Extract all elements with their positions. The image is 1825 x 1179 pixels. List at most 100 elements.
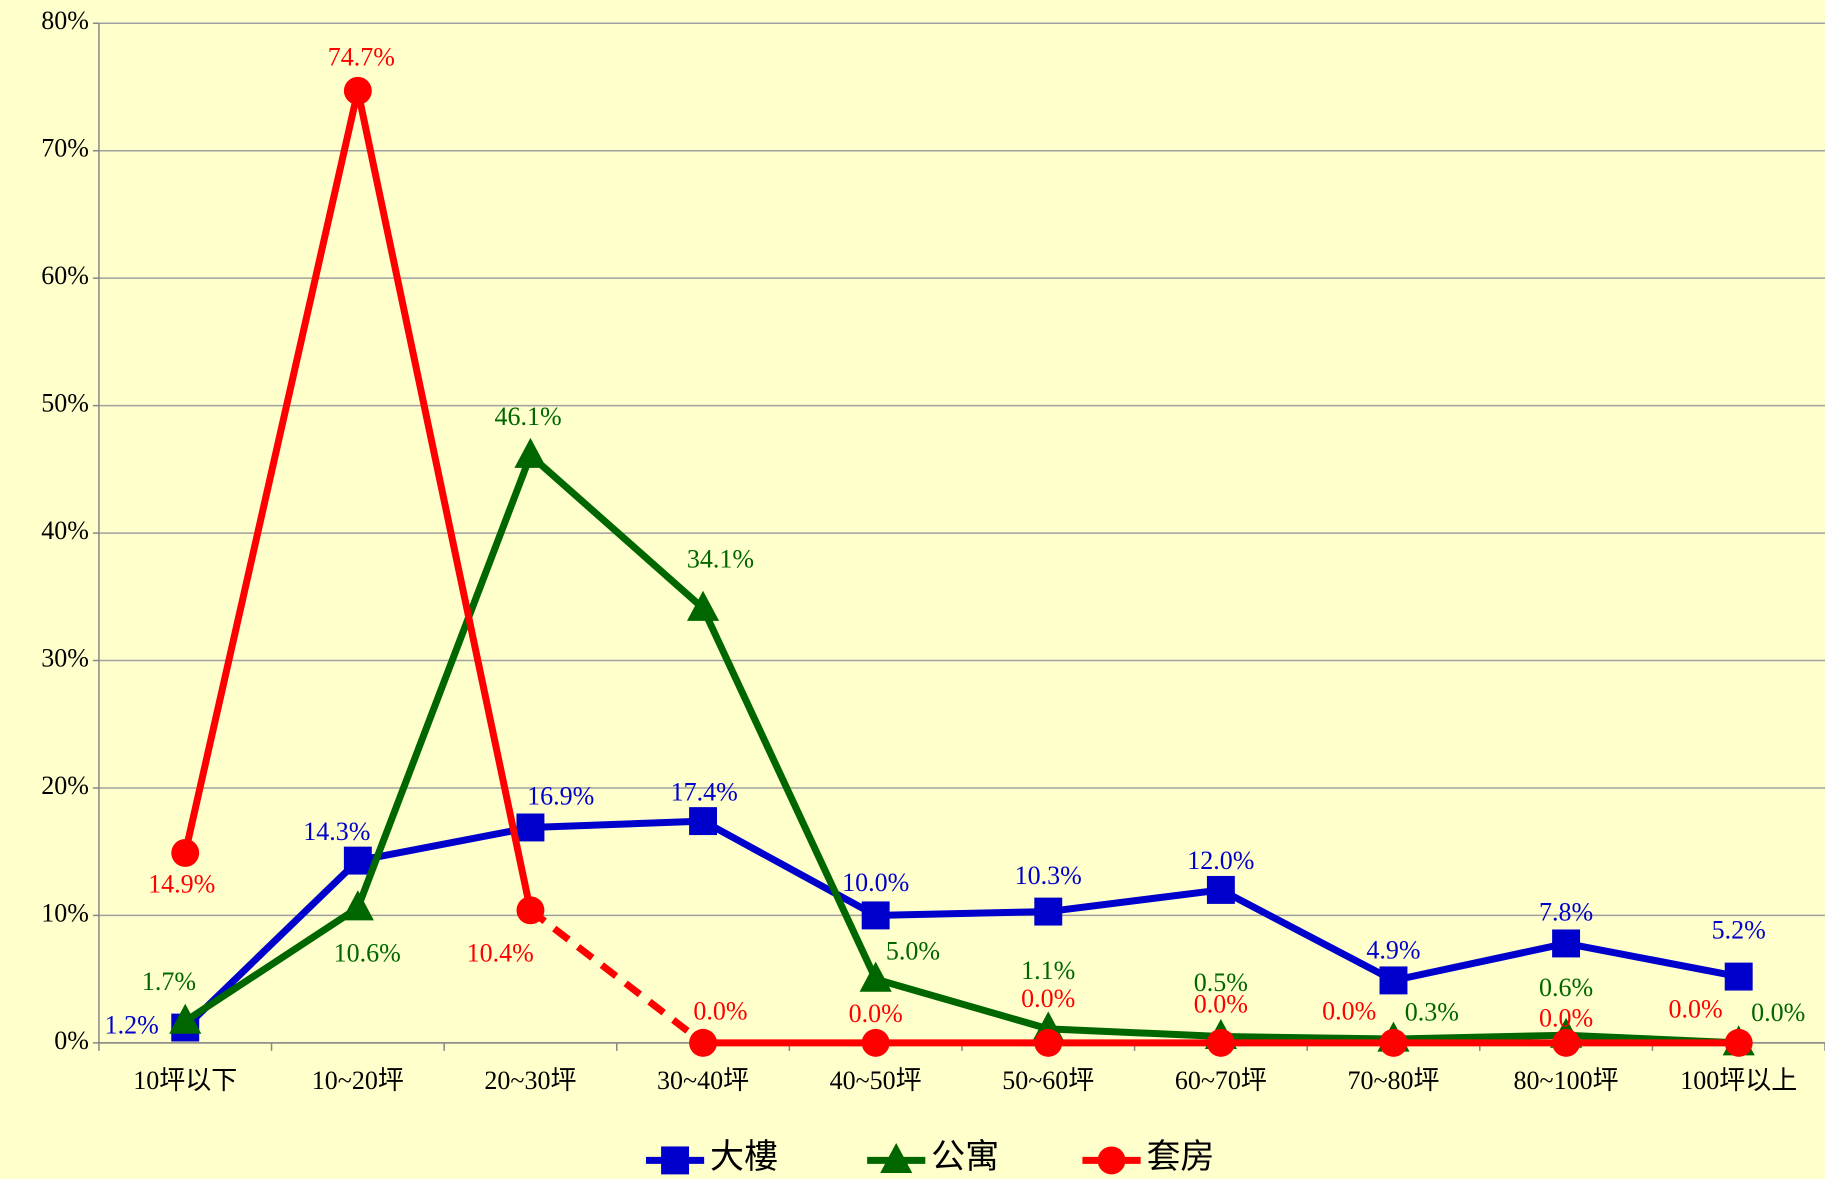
marker (689, 807, 718, 836)
line-segment (872, 975, 1052, 1033)
data-label: 17.4% (671, 777, 738, 806)
data-label: 10.4% (467, 939, 534, 968)
data-label: 0.0% (1751, 998, 1805, 1027)
marker (516, 896, 545, 925)
marker (516, 813, 545, 842)
data-label: 10.0% (842, 868, 909, 897)
data-label: 5.2% (1712, 915, 1766, 944)
data-label: 0.0% (693, 997, 747, 1026)
marker (1206, 875, 1235, 904)
line-segment (699, 817, 880, 919)
data-label: 0.6% (1539, 973, 1593, 1002)
marker (1552, 929, 1581, 958)
marker (1097, 1146, 1126, 1175)
line-segment (1044, 886, 1225, 916)
legend-label: 公寓 (931, 1138, 999, 1176)
data-label: 14.3% (303, 817, 370, 846)
data-label: 34.1% (687, 545, 754, 574)
line-segment (354, 87, 534, 914)
marker (343, 76, 372, 105)
data-label: 0.0% (849, 999, 903, 1028)
marker (1724, 1028, 1753, 1057)
data-label: 0.0% (1021, 984, 1075, 1013)
data-label: 4.9% (1366, 935, 1420, 964)
marker (1724, 962, 1753, 991)
marker (861, 1028, 890, 1057)
y-tick-label: 70% (41, 134, 89, 163)
data-label: 10.3% (1015, 861, 1082, 890)
x-tick-label: 100坪以上 (1680, 1066, 1797, 1095)
legend-label: 大樓 (710, 1138, 778, 1176)
data-label: 5.0% (886, 936, 940, 965)
line-segment (526, 451, 707, 612)
marker (861, 901, 890, 930)
marker (1206, 1028, 1235, 1057)
y-tick-label: 60% (41, 261, 89, 290)
marker (880, 1142, 913, 1173)
marker (1379, 966, 1408, 995)
marker (1379, 1028, 1408, 1057)
line-segment (1217, 886, 1397, 984)
line-segment (1389, 1031, 1570, 1043)
y-tick-label: 40% (41, 516, 89, 545)
line-segment (1044, 1025, 1225, 1040)
data-label: 1.2% (105, 1011, 159, 1040)
marker (689, 1028, 718, 1057)
series (171, 76, 1753, 1057)
x-tick-label: 80~100坪 (1514, 1066, 1619, 1095)
y-tick-label: 0% (54, 1026, 89, 1055)
marker (661, 1146, 690, 1175)
line-segment (1562, 939, 1743, 981)
data-label: 16.9% (527, 781, 594, 810)
y-tick-label: 50% (41, 389, 89, 418)
data-label: 46.1% (495, 402, 562, 431)
x-tick-label: 30~40坪 (657, 1066, 749, 1095)
line-segment (354, 451, 534, 912)
legend-label: 套房 (1146, 1138, 1214, 1176)
marker (169, 1003, 202, 1034)
x-tick-label: 70~80坪 (1347, 1066, 1439, 1095)
x-tick-label: 40~50坪 (830, 1066, 922, 1095)
y-tick-label: 20% (41, 771, 89, 800)
marker (1552, 1028, 1581, 1057)
data-label: 0.0% (1669, 994, 1723, 1023)
x-tick-label: 60~70坪 (1175, 1066, 1267, 1095)
marker (514, 437, 547, 468)
data-label: 12.0% (1187, 846, 1254, 875)
data-label: 14.9% (148, 870, 215, 899)
marker (171, 838, 200, 867)
legend: 大樓 公寓 套房 (645, 1138, 1214, 1176)
marker (341, 890, 374, 921)
line-segment (526, 817, 707, 831)
y-tick-label: 10% (41, 898, 89, 927)
line-segment (872, 908, 1052, 919)
y-tick-label: 30% (41, 643, 89, 672)
line-segment (181, 87, 362, 857)
marker (343, 846, 372, 875)
marker (686, 590, 720, 621)
x-tick-label: 10坪以下 (133, 1066, 237, 1095)
line-segment (1217, 1032, 1397, 1043)
data-label: 10.6% (334, 938, 401, 967)
marker (1034, 1028, 1063, 1057)
line-segment (699, 604, 880, 983)
data-label: 0.0% (1539, 1004, 1593, 1033)
x-tick-label: 50~60坪 (1002, 1066, 1094, 1095)
data-label: 0.0% (1194, 990, 1248, 1019)
marker (859, 961, 892, 992)
line-segment (181, 904, 362, 1025)
data-label: 7.8% (1539, 897, 1593, 926)
data-label: 0.5% (1194, 968, 1248, 997)
data-label: 74.7% (328, 42, 395, 71)
line-segment (528, 907, 706, 1046)
data-label: 0.0% (1322, 997, 1376, 1026)
data-label: 1.7% (142, 967, 196, 996)
x-tick-label: 20~30坪 (484, 1066, 576, 1095)
marker (1034, 897, 1063, 926)
line-segment (1389, 939, 1570, 984)
y-tick-label: 80% (41, 6, 89, 35)
x-tick-label: 10~20坪 (312, 1066, 404, 1095)
